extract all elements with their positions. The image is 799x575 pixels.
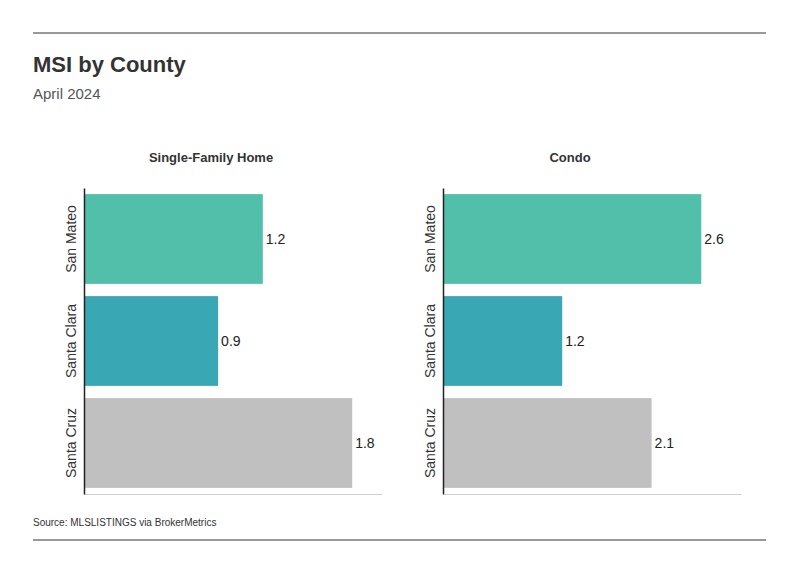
bars — [443, 194, 701, 488]
bar — [84, 296, 218, 386]
tick: Santa Cruz — [422, 408, 443, 478]
top-rule — [33, 33, 766, 34]
y-axis-line — [443, 189, 445, 495]
panel: Single-Family Home 1.2 0.9 1.8 San Mateo Sant… — [63, 150, 383, 495]
panel: Condo 2.6 1.2 2.1 San Mateo Santa Clara Santa … — [422, 150, 742, 495]
bar — [84, 398, 352, 488]
bar — [443, 398, 652, 488]
bars — [84, 194, 352, 488]
tick-label: Santa Cruz — [63, 408, 79, 478]
source: Source: MLSLISTINGS via BrokerMetrics — [33, 517, 216, 528]
data-label: 1.8 — [355, 435, 375, 451]
panel-title: Single-Family Home — [149, 150, 273, 165]
tick-label: Santa Clara — [422, 304, 438, 378]
tick: Santa Clara — [63, 304, 84, 378]
tick-label: Santa Clara — [63, 304, 79, 378]
tick-label: San Mateo — [422, 205, 438, 273]
x-axis-line — [85, 494, 383, 495]
bar — [443, 194, 701, 284]
subtitle: April 2024 — [33, 85, 101, 102]
chart-root: MSI by County April 2024 Source: MLSLISTIN… — [0, 0, 799, 575]
tick-label: Santa Cruz — [422, 408, 438, 478]
tick: San Mateo — [422, 205, 443, 273]
bar — [84, 194, 263, 284]
data-label: 0.9 — [221, 333, 241, 349]
y-axis: San Mateo Santa Clara Santa Cruz — [422, 189, 444, 495]
x-axis — [85, 494, 383, 495]
tick: Santa Clara — [422, 304, 443, 378]
data-label: 2.6 — [704, 231, 724, 247]
panel-title: Condo — [549, 150, 590, 165]
tick-label: San Mateo — [63, 205, 79, 273]
title: MSI by County — [33, 52, 187, 77]
tick: San Mateo — [63, 205, 84, 273]
x-axis-line — [444, 494, 742, 495]
data-label: 2.1 — [655, 435, 675, 451]
data-label: 1.2 — [266, 231, 286, 247]
tick: Santa Cruz — [63, 408, 84, 478]
y-axis-line — [84, 189, 86, 495]
data-label: 1.2 — [565, 333, 585, 349]
bottom-rule — [33, 540, 766, 541]
x-axis — [444, 494, 742, 495]
y-axis: San Mateo Santa Clara Santa Cruz — [63, 189, 85, 495]
bar — [443, 296, 562, 386]
